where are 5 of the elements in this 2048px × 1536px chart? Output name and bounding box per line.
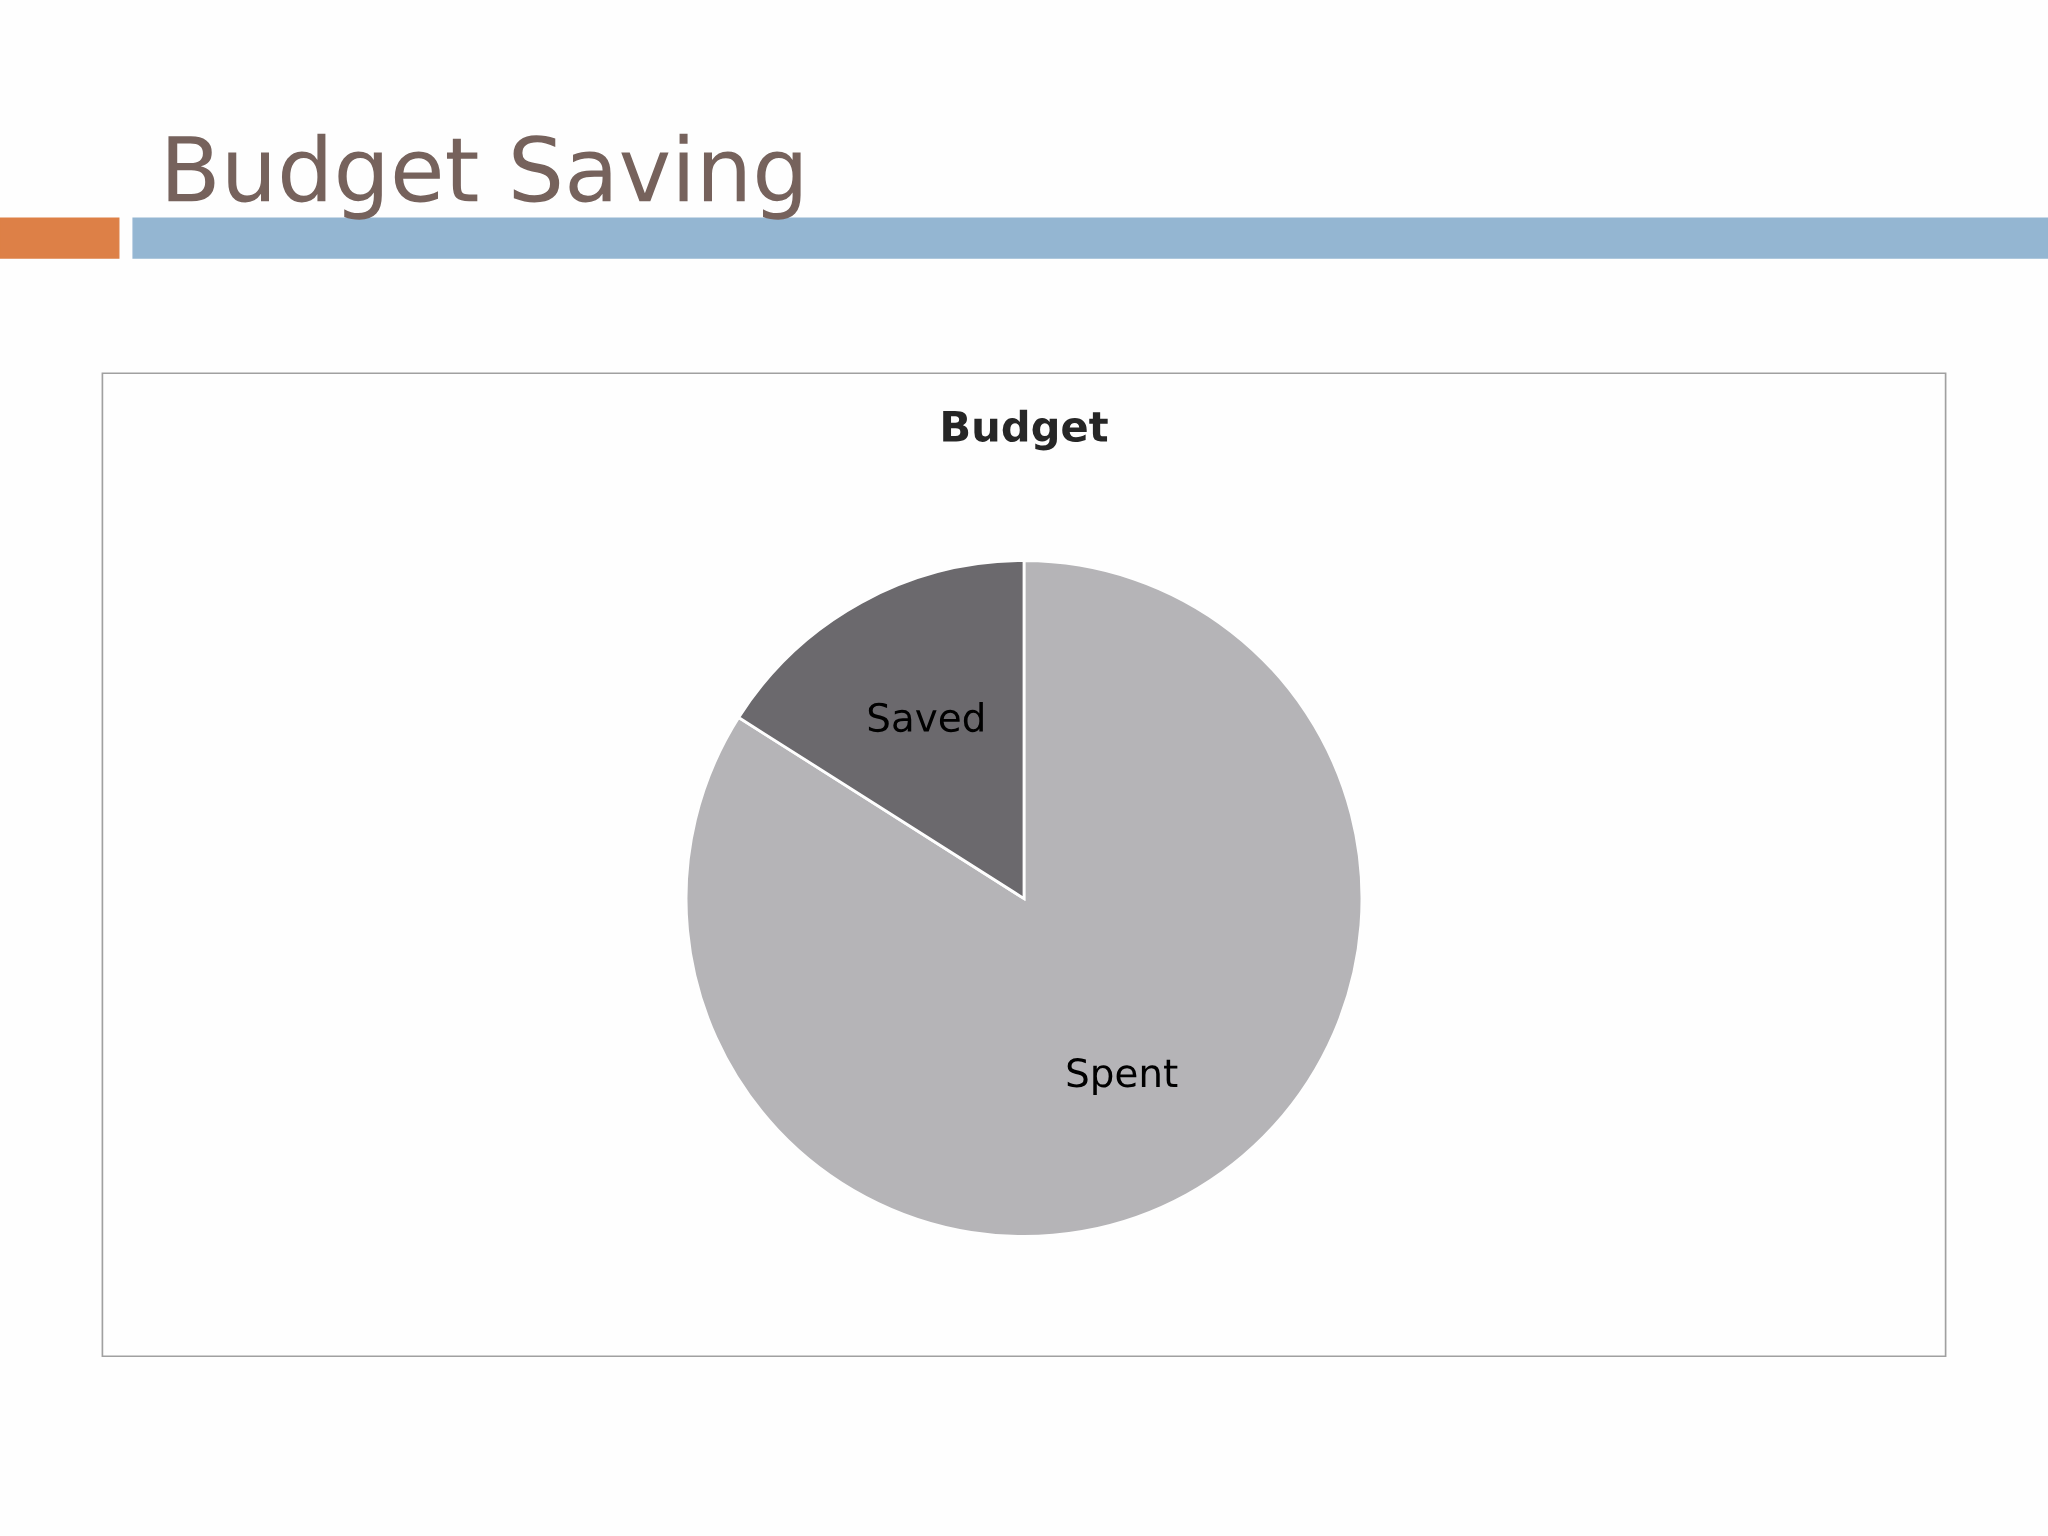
- pie-slice: [684, 559, 1364, 1238]
- chart-title: Budget Saving: [168, 133, 801, 220]
- chart-subtitle: Budget: [943, 409, 1108, 451]
- slice-label: Saved: [868, 702, 983, 733]
- slice-label: Spent: [1067, 1058, 1178, 1096]
